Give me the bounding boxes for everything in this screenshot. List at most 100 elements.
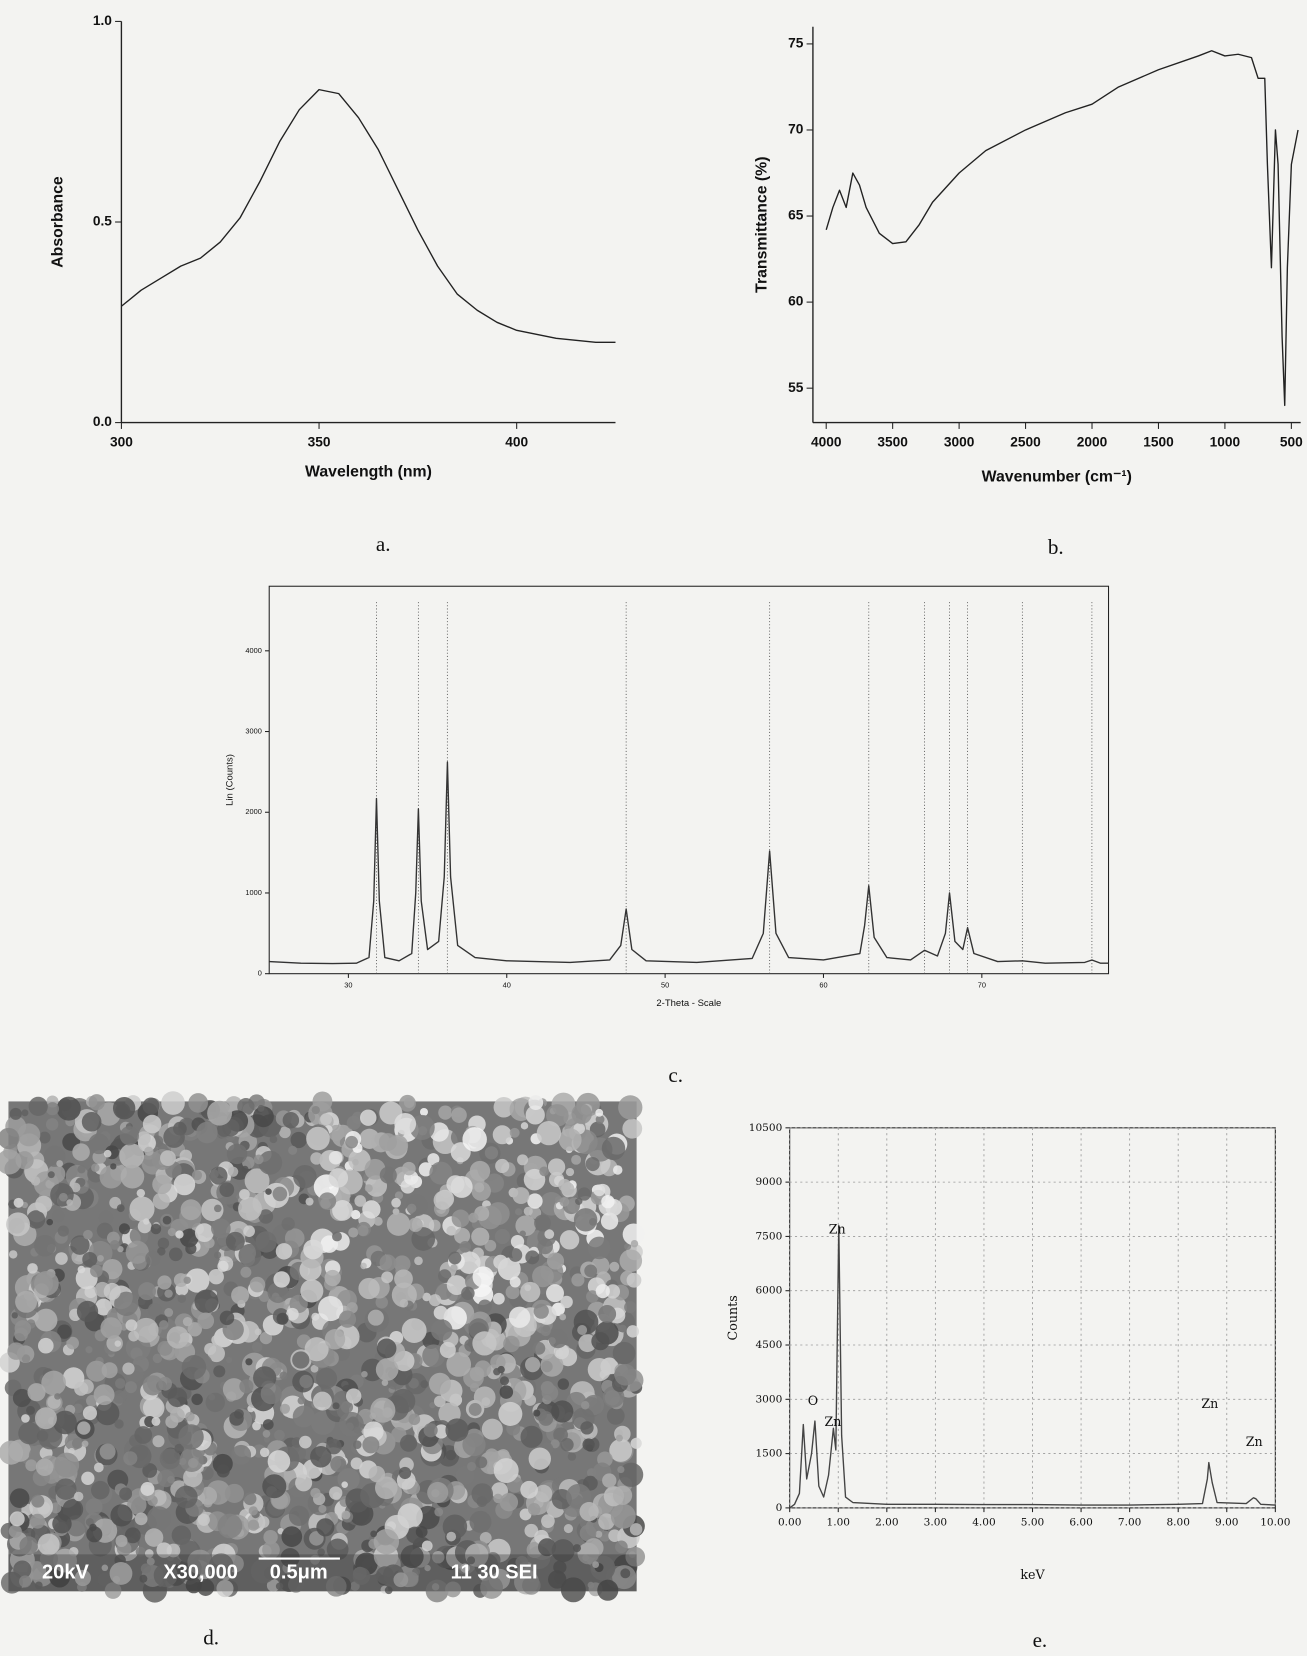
sem-grain xyxy=(446,1275,467,1295)
sem-grain xyxy=(523,1168,546,1191)
sem-grain xyxy=(582,1438,595,1451)
sem-grain xyxy=(225,1231,245,1251)
sem-grain xyxy=(508,1306,531,1328)
sem-grain xyxy=(238,1196,262,1221)
sem-grain xyxy=(625,1546,646,1567)
sem-grain xyxy=(197,1513,210,1526)
sem-grain xyxy=(59,1192,68,1202)
sem-grain xyxy=(363,1421,384,1442)
sem-grain xyxy=(213,1204,222,1213)
sem-grain xyxy=(493,1097,515,1118)
y-tick-label: 0.5 xyxy=(93,214,112,229)
sem-grain xyxy=(70,1182,81,1193)
sem-grain xyxy=(74,1381,89,1396)
sem-grain xyxy=(110,1163,117,1170)
x-tick-label: 400 xyxy=(505,434,528,449)
sem-grain xyxy=(615,1540,628,1554)
sem-grain xyxy=(299,1374,313,1389)
sem-grain xyxy=(348,1149,371,1172)
sem-grain xyxy=(38,1131,51,1144)
sem-grain xyxy=(273,1271,290,1288)
sem-grain xyxy=(345,1135,358,1149)
sem-grain xyxy=(446,1175,465,1194)
sem-grain xyxy=(263,1529,278,1545)
sem-grain xyxy=(259,1331,273,1345)
sem-grain xyxy=(9,1488,30,1508)
sem-grain xyxy=(520,1480,539,1499)
sem-grain xyxy=(157,1237,170,1250)
data-line xyxy=(269,761,1109,965)
x-tick-label: 1500 xyxy=(1143,434,1174,449)
sem-grain xyxy=(275,1582,284,1590)
sem-grain xyxy=(27,1263,38,1274)
sem-grain xyxy=(178,1424,204,1450)
sem-grain xyxy=(45,1102,60,1116)
sem-grain xyxy=(399,1298,409,1308)
sem-grain xyxy=(532,1265,554,1288)
sem-grain xyxy=(50,1502,62,1514)
sem-grain xyxy=(326,1538,349,1561)
x-tick-label: 10.00 xyxy=(1260,1517,1290,1529)
plot-frame xyxy=(268,585,1110,975)
sem-grain xyxy=(197,1578,215,1596)
sem-grain xyxy=(400,1434,418,1452)
sem-grain xyxy=(119,1143,145,1169)
sem-grain xyxy=(274,1429,285,1441)
sem-grain xyxy=(617,1465,625,1474)
sem-grain xyxy=(475,1456,488,1469)
sem-grain xyxy=(38,1337,54,1354)
sem-grain xyxy=(279,1126,291,1139)
sem-panel: 20kV X30,000 0.5μm 11 30 SEI xyxy=(0,1091,646,1603)
sem-grain xyxy=(381,1379,389,1386)
sem-grain xyxy=(194,1289,219,1314)
sem-grain xyxy=(310,1364,319,1373)
sem-grain xyxy=(591,1332,610,1351)
sem-grain xyxy=(53,1548,77,1573)
sem-grain xyxy=(420,1380,429,1389)
sem-grain xyxy=(454,1227,471,1244)
sem-grain xyxy=(157,1340,173,1356)
sem-grain xyxy=(630,1239,639,1248)
sem-grain xyxy=(191,1170,203,1181)
sem-grain xyxy=(81,1471,95,1485)
sem-grain xyxy=(55,1252,68,1265)
sem-grain xyxy=(310,1487,321,1499)
sem-grain xyxy=(288,1576,304,1593)
sem-grain xyxy=(571,1273,585,1287)
sem-grain xyxy=(546,1284,564,1303)
sem-grain xyxy=(384,1586,393,1595)
sem-grain xyxy=(573,1208,598,1232)
sem-grain xyxy=(279,1403,291,1414)
sem-grain xyxy=(115,1534,128,1547)
sem-grain xyxy=(136,1131,151,1146)
sem-grain xyxy=(310,1152,323,1165)
sem-grain xyxy=(481,1418,503,1440)
sem-grain xyxy=(146,1506,172,1531)
sem-grain xyxy=(330,1455,347,1473)
sem-grain xyxy=(524,1523,539,1538)
sem-grain xyxy=(559,1196,570,1207)
x-axis-label: 2-Theta - Scale xyxy=(656,998,721,1009)
sem-grain xyxy=(318,1504,327,1513)
sem-grain xyxy=(320,1113,332,1126)
sem-grain xyxy=(620,1568,631,1579)
sem-grain xyxy=(70,1235,90,1255)
sem-grain xyxy=(471,1181,491,1201)
x-tick-label: 4000 xyxy=(811,434,842,449)
sem-grain xyxy=(394,1269,413,1289)
sem-grain xyxy=(157,1275,172,1290)
sem-grain xyxy=(352,1440,362,1449)
sem-grain xyxy=(257,1104,265,1112)
sem-grain xyxy=(468,1403,482,1416)
sem-grain xyxy=(163,1126,185,1148)
sem-grain xyxy=(541,1514,555,1528)
y-tick-label: 0.0 xyxy=(93,414,112,429)
sem-label: 20kV xyxy=(42,1562,89,1584)
sem-grain xyxy=(362,1200,381,1219)
sem-grain xyxy=(409,1114,435,1140)
sem-grain xyxy=(422,1292,431,1302)
sem-grain xyxy=(580,1401,590,1410)
sem-grain xyxy=(450,1264,458,1272)
